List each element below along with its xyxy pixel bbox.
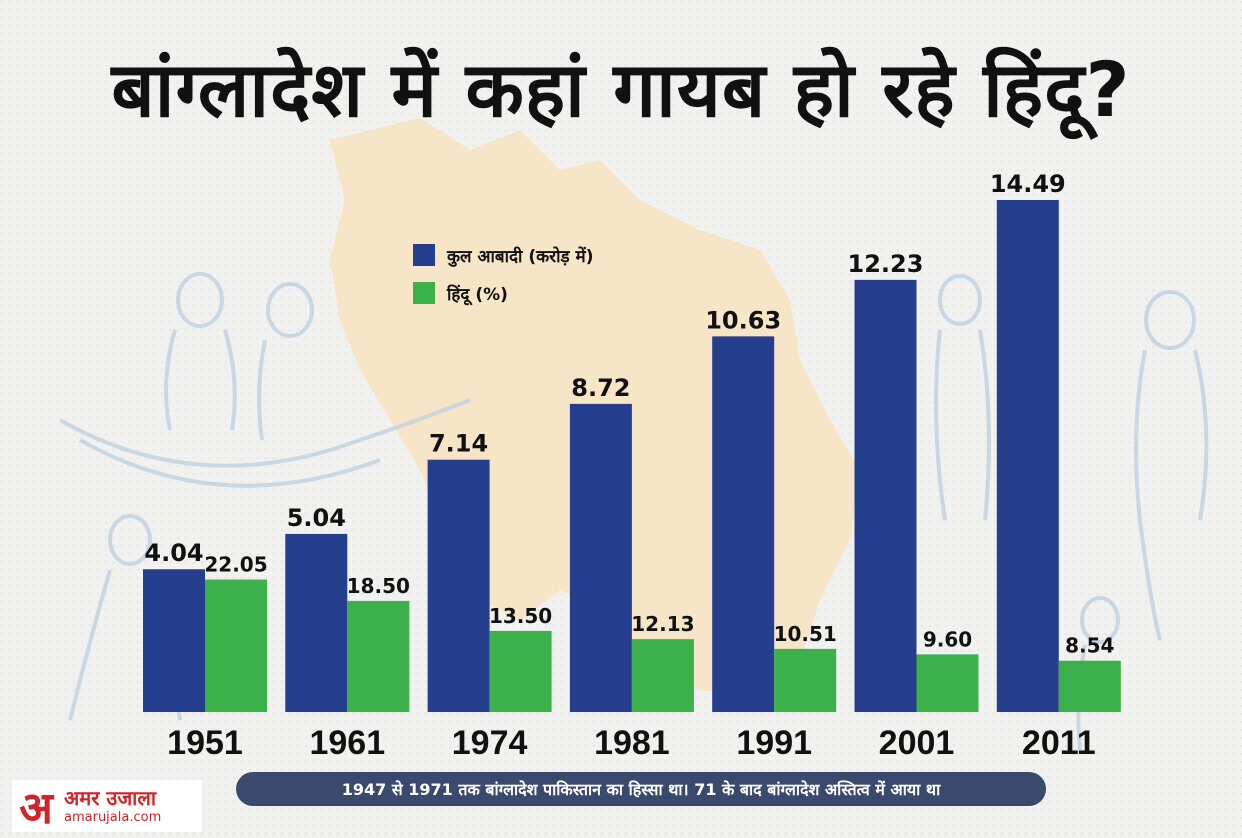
chart-legend: कुल आबादी (करोड़ में) हिंदू (%) <box>413 236 593 312</box>
bar-population-1991 <box>712 336 775 712</box>
x-tick-label-2011: 2011 <box>1022 724 1096 762</box>
bar-population-2001 <box>854 279 917 712</box>
bar-hindu-1991 <box>774 648 837 712</box>
bar-hindu-1981 <box>631 639 694 712</box>
bar-hindu-1951 <box>205 579 267 712</box>
value-label-hindu-2001: 9.60 <box>923 627 972 651</box>
x-tick-label-1991: 1991 <box>736 724 812 762</box>
bar-hindu-2001 <box>916 654 979 712</box>
value-label-population-2001: 12.23 <box>848 250 924 278</box>
legend-label-hindu: हिंदू (%) <box>447 284 508 305</box>
page-title: बांग्लादेश में कहां गायब हो रहे हिंदू? <box>111 45 1131 134</box>
bar-population-1974 <box>427 459 490 712</box>
value-label-population-1981: 8.72 <box>571 374 630 402</box>
logo-name: अमर उजाला <box>64 786 157 810</box>
bar-population-1961 <box>285 533 348 712</box>
logo-url: amarujala.com <box>64 810 162 825</box>
value-label-population-1961: 5.04 <box>287 504 346 532</box>
value-label-population-2011: 14.49 <box>990 170 1066 198</box>
value-label-population-1974: 7.14 <box>429 430 488 458</box>
logo-mark-icon: अ <box>19 783 53 834</box>
value-label-hindu-1981: 12.13 <box>631 612 694 636</box>
bar-population-1951 <box>143 569 205 712</box>
bar-population-2011 <box>996 200 1059 712</box>
legend-swatch-hindu <box>413 282 435 304</box>
value-label-hindu-1961: 18.50 <box>347 574 410 598</box>
value-label-population-1951: 4.04 <box>144 539 203 567</box>
value-label-hindu-1991: 10.51 <box>774 622 837 646</box>
value-label-population-1991: 10.63 <box>705 306 781 334</box>
x-tick-label-2001: 2001 <box>879 724 955 762</box>
legend-swatch-population <box>413 244 435 266</box>
bar-hindu-2011 <box>1058 660 1121 712</box>
value-label-hindu-1974: 13.50 <box>489 604 552 628</box>
legend-item-population: कुल आबादी (करोड़ में) <box>413 236 593 274</box>
value-label-hindu-2011: 8.54 <box>1065 634 1114 658</box>
x-tick-label-1951: 1951 <box>167 724 243 762</box>
bar-population-1981 <box>569 403 632 712</box>
x-tick-label-1981: 1981 <box>594 724 670 762</box>
legend-item-hindu: हिंदू (%) <box>413 274 593 312</box>
footnote-banner: 1947 से 1971 तक बांग्लादेश पाकिस्तान का … <box>236 772 1046 806</box>
x-tick-label-1961: 1961 <box>309 724 385 762</box>
footnote-text: 1947 से 1971 तक बांग्लादेश पाकिस्तान का … <box>341 780 941 799</box>
x-tick-label-1974: 1974 <box>452 724 528 762</box>
value-label-hindu-1951: 22.05 <box>204 553 267 577</box>
bar-hindu-1961 <box>347 600 410 712</box>
bar-hindu-1974 <box>489 630 552 712</box>
sketch-people-icon <box>59 272 1209 751</box>
amarujala-logo: अ अमर उजाला amarujala.com <box>12 780 202 834</box>
legend-label-population: कुल आबादी (करोड़ में) <box>447 246 594 267</box>
